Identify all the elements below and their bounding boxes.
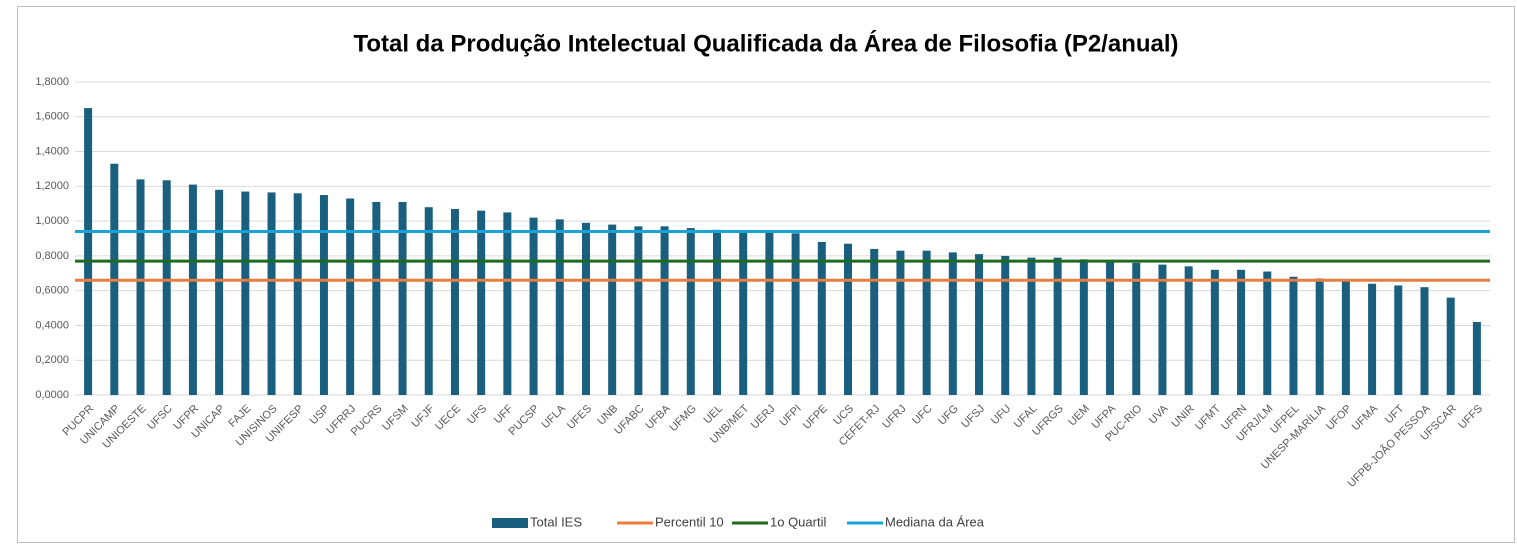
y-tick-label: 1,0000: [35, 215, 69, 227]
bar: [84, 108, 93, 395]
bar: [1184, 266, 1193, 395]
bar: [844, 243, 853, 395]
y-tick-label: 1,4000: [35, 145, 69, 157]
legend-swatch: [492, 518, 528, 528]
bar: [372, 201, 381, 395]
bar: [975, 254, 984, 395]
legend-label: Mediana da Área: [885, 514, 985, 529]
bar: [634, 226, 643, 395]
bar: [1289, 276, 1298, 395]
legend-label: Total IES: [530, 514, 582, 529]
bar: [1053, 257, 1062, 395]
bar: [1394, 285, 1403, 395]
bar: [1210, 269, 1219, 395]
bar: [686, 228, 695, 395]
bar: [346, 198, 355, 395]
bar: [739, 231, 748, 395]
bar: [162, 180, 171, 395]
bar: [1263, 271, 1272, 395]
bar: [1079, 259, 1088, 395]
chart-title: Total da Produção Intelectual Qualificad…: [353, 29, 1178, 57]
bar: [608, 224, 617, 395]
bar: [188, 184, 197, 395]
legend-label: Percentil 10: [655, 514, 724, 529]
bar: [1132, 262, 1141, 395]
bar: [293, 193, 302, 395]
y-tick-label: 1,8000: [35, 76, 69, 88]
bar: [896, 250, 905, 395]
bar: [1446, 297, 1455, 395]
y-tick-label: 0,6000: [35, 285, 69, 297]
bar: [948, 252, 957, 395]
bar: [503, 212, 512, 395]
bar: [450, 208, 459, 395]
bar: [791, 233, 800, 395]
bar: [1027, 257, 1036, 395]
bar: [1237, 269, 1246, 395]
bar: [529, 217, 538, 395]
y-tick-label: 0,2000: [35, 354, 69, 366]
bar: [1472, 321, 1481, 395]
y-tick-label: 1,2000: [35, 180, 69, 192]
y-tick-label: 1,6000: [35, 111, 69, 123]
bar: [477, 210, 486, 395]
bar: [424, 207, 433, 395]
y-tick-label: 0,8000: [35, 250, 69, 262]
bar: [398, 201, 407, 395]
bar: [922, 250, 931, 395]
bar: [1106, 261, 1115, 395]
bar: [1368, 283, 1377, 395]
bar: [1315, 278, 1324, 395]
bar: [870, 248, 879, 395]
bar: [267, 192, 276, 395]
bar: [1158, 264, 1167, 395]
bar: [817, 241, 826, 395]
bar: [555, 219, 564, 395]
bar: [1341, 280, 1350, 395]
bar: [1001, 255, 1010, 395]
bar: [712, 229, 721, 395]
legend-label: 1o Quartil: [770, 514, 826, 529]
bar: [215, 189, 224, 395]
bar: [581, 222, 590, 395]
bar: [319, 195, 328, 395]
bar: [765, 231, 774, 395]
bar: [660, 226, 669, 395]
y-tick-label: 0,0000: [35, 389, 69, 401]
bar: [241, 191, 250, 395]
bar: [136, 179, 145, 395]
y-tick-label: 0,4000: [35, 319, 69, 331]
bar: [1420, 287, 1429, 395]
